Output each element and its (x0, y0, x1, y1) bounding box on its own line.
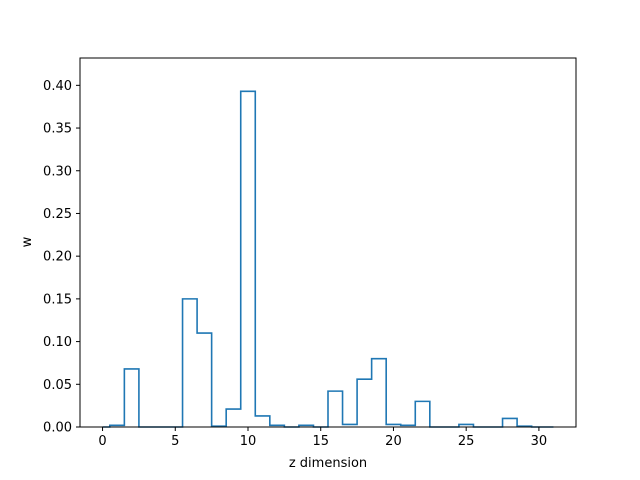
y-tick-label: 0.30 (43, 164, 72, 179)
x-tick-label: 25 (458, 434, 475, 449)
y-tick-label: 0.25 (43, 207, 72, 222)
x-tick-label: 15 (312, 434, 329, 449)
y-tick-label: 0.00 (43, 421, 72, 436)
y-tick-label: 0.05 (43, 378, 72, 393)
x-tick-label: 10 (240, 434, 257, 449)
y-tick-label: 0.35 (43, 122, 72, 137)
y-axis-label: w (20, 236, 35, 247)
x-tick-label: 20 (385, 434, 402, 449)
x-axis-ticks: 0 5 10 15 20 25 30 (98, 427, 547, 449)
y-axis-ticks: 0.00 0.05 0.10 0.15 0.20 0.25 0.30 0.35 0.40 (43, 79, 80, 436)
y-tick-label: 0.20 (43, 250, 72, 265)
x-tick-label: 0 (98, 434, 106, 449)
x-axis-label: z dimension (289, 456, 367, 471)
plot-frame (79, 57, 577, 428)
y-tick-label: 0.10 (43, 335, 72, 350)
x-tick-label: 30 (531, 434, 548, 449)
y-tick-label: 0.40 (43, 79, 72, 94)
plot-area (80, 58, 576, 427)
y-tick-label: 0.15 (43, 292, 72, 307)
x-tick-label: 5 (171, 434, 179, 449)
